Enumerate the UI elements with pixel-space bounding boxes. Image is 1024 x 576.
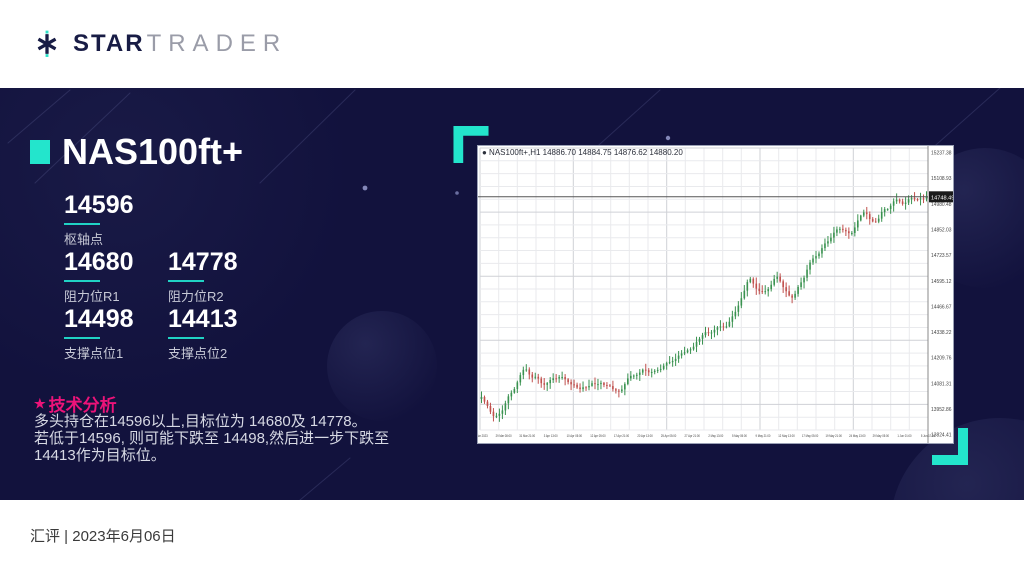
svg-text:12 May 13:00: 12 May 13:00 (778, 433, 794, 438)
svg-text:15237.38: 15237.38 (931, 150, 952, 156)
svg-text:29 May 05:00: 29 May 05:00 (873, 433, 889, 438)
svg-text:9 May 21:00: 9 May 21:00 (755, 433, 770, 438)
svg-text:13952.86: 13952.86 (931, 407, 952, 413)
svg-text:2 May 13:00: 2 May 13:00 (708, 433, 723, 438)
svg-text:14338.22: 14338.22 (931, 330, 952, 336)
svg-text:20 Apr 13:00: 20 Apr 13:00 (637, 433, 652, 438)
svg-text:24 Mar 2023: 24 Mar 2023 (478, 433, 488, 438)
svg-text:14748.49: 14748.49 (931, 195, 954, 201)
svg-text:3 Apr 13:00: 3 Apr 13:00 (544, 433, 558, 438)
svg-text:1 Jun 01:00: 1 Jun 01:00 (897, 433, 911, 438)
svg-text:31 Mar 21:00: 31 Mar 21:00 (519, 433, 535, 438)
svg-text:5 May 05:00: 5 May 05:00 (732, 433, 747, 438)
svg-text:12 Apr 05:00: 12 Apr 05:00 (590, 433, 605, 438)
svg-text:10 Apr 05:00: 10 Apr 05:00 (567, 433, 582, 438)
svg-text:25 Apr 05:00: 25 Apr 05:00 (661, 433, 676, 438)
svg-text:17 Apr 21:00: 17 Apr 21:00 (614, 433, 629, 438)
svg-text:14466.67: 14466.67 (931, 304, 952, 310)
svg-text:14081.31: 14081.31 (931, 381, 952, 387)
svg-text:15108.93: 15108.93 (931, 176, 952, 182)
svg-text:19 May 21:00: 19 May 21:00 (825, 433, 841, 438)
svg-text:27 Apr 21:00: 27 Apr 21:00 (685, 433, 700, 438)
svg-text:14595.12: 14595.12 (931, 279, 952, 285)
svg-text:5 Jun 17:00: 5 Jun 17:00 (921, 433, 935, 438)
svg-text:14980.48: 14980.48 (931, 202, 952, 208)
svg-text:14852.03: 14852.03 (931, 227, 952, 233)
svg-text:14723.57: 14723.57 (931, 253, 952, 259)
svg-text:24 May 13:00: 24 May 13:00 (849, 433, 865, 438)
svg-text:17 May 05:00: 17 May 05:00 (802, 433, 818, 438)
svg-text:29 Mar 08:00: 29 Mar 08:00 (496, 433, 512, 438)
svg-text:14209.76: 14209.76 (931, 355, 952, 361)
